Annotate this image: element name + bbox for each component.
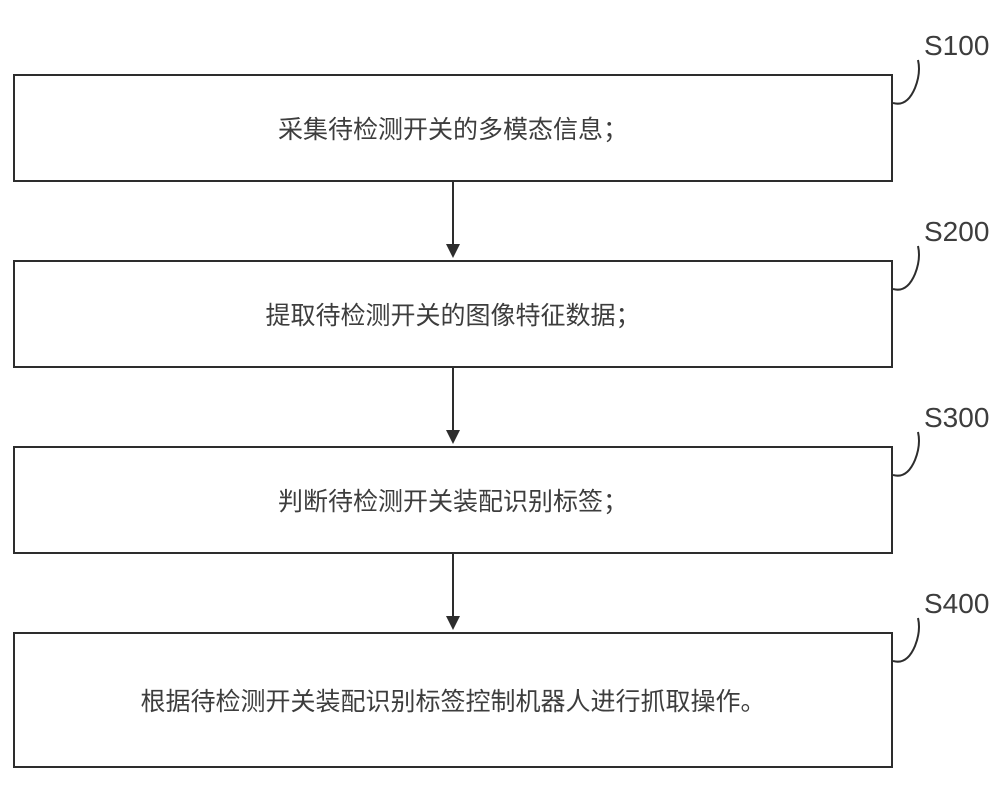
step-box-s100: 采集待检测开关的多模态信息； [13, 74, 893, 182]
step-text: 根据待检测开关装配识别标签控制机器人进行抓取操作。 [140, 682, 765, 718]
label-text: S300 [924, 402, 989, 433]
step-label-s300: S300 [924, 402, 989, 434]
label-connector-s100 [893, 58, 923, 108]
label-connector-s300 [893, 430, 923, 480]
step-label-s100: S100 [924, 30, 989, 62]
label-connector-s200 [893, 244, 923, 294]
step-text: 提取待检测开关的图像特征数据； [265, 296, 640, 332]
step-text: 采集待检测开关的多模态信息； [278, 110, 628, 146]
label-text: S400 [924, 588, 989, 619]
arrow-2 [446, 368, 460, 444]
label-text: S100 [924, 30, 989, 61]
label-text: S200 [924, 216, 989, 247]
step-label-s400: S400 [924, 588, 989, 620]
step-box-s200: 提取待检测开关的图像特征数据； [13, 260, 893, 368]
flowchart-container: 采集待检测开关的多模态信息； S100 提取待检测开关的图像特征数据； S200… [0, 0, 1000, 810]
arrow-1 [446, 182, 460, 258]
step-box-s300: 判断待检测开关装配识别标签； [13, 446, 893, 554]
step-label-s200: S200 [924, 216, 989, 248]
arrow-3 [446, 554, 460, 630]
label-connector-s400 [893, 616, 923, 666]
step-box-s400: 根据待检测开关装配识别标签控制机器人进行抓取操作。 [13, 632, 893, 768]
step-text: 判断待检测开关装配识别标签； [278, 482, 628, 518]
